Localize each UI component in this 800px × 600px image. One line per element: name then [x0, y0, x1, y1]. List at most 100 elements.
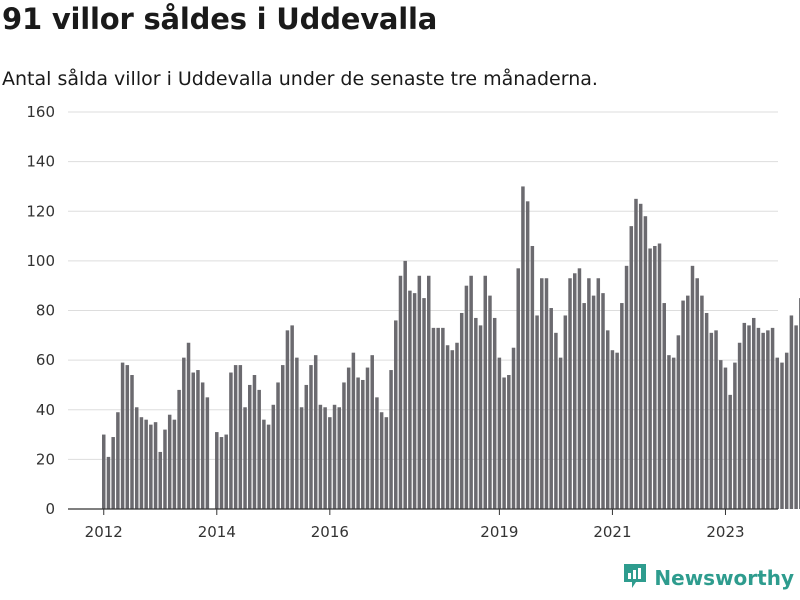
newsworthy-logo-icon	[622, 562, 648, 594]
bar	[342, 382, 346, 509]
bar	[516, 268, 520, 509]
bar	[775, 357, 780, 509]
bar	[271, 404, 276, 509]
bar	[563, 315, 568, 509]
bar	[370, 355, 374, 509]
bar	[266, 424, 271, 509]
bar	[186, 342, 191, 509]
bar	[384, 417, 389, 509]
bar	[125, 365, 130, 509]
bar	[120, 362, 125, 509]
bar	[643, 216, 648, 509]
bar	[403, 260, 407, 509]
y-tick-label: 40	[36, 401, 55, 419]
bar	[134, 407, 139, 509]
bar	[394, 320, 398, 509]
bar	[540, 278, 544, 509]
bar	[709, 332, 714, 509]
x-tick-label: 2016	[311, 523, 349, 541]
bar	[351, 352, 356, 509]
bar	[535, 315, 539, 509]
bar	[596, 278, 601, 509]
bar	[408, 290, 412, 509]
bar	[224, 434, 228, 509]
bar	[761, 332, 765, 509]
x-tick-label: 2021	[593, 523, 631, 541]
bar	[676, 335, 681, 509]
bar	[544, 278, 549, 509]
bar	[681, 300, 685, 509]
bar	[436, 327, 440, 509]
bar	[686, 295, 690, 509]
bar	[365, 367, 370, 509]
bar	[215, 432, 219, 509]
bar	[177, 389, 181, 509]
brand-name: Newsworthy	[654, 566, 794, 590]
y-tick-label: 20	[36, 450, 55, 468]
bar	[313, 355, 318, 509]
bar	[422, 298, 426, 509]
bar	[784, 352, 789, 509]
bar	[629, 226, 634, 509]
bar	[766, 330, 770, 509]
bar	[111, 437, 115, 509]
bar	[483, 275, 488, 509]
bar	[257, 389, 261, 509]
bar	[459, 312, 464, 509]
y-tick-label: 0	[45, 500, 55, 518]
bar	[153, 422, 158, 509]
bar	[323, 407, 327, 509]
bar	[549, 308, 553, 509]
bar	[139, 417, 144, 509]
bar	[610, 350, 615, 509]
bar	[356, 377, 360, 509]
bar	[290, 325, 294, 509]
bar	[389, 370, 393, 509]
bar	[398, 275, 403, 509]
bar	[511, 347, 516, 509]
bar	[474, 317, 478, 509]
bar	[615, 352, 619, 509]
bar	[657, 243, 662, 509]
bar	[587, 278, 591, 509]
bar	[568, 278, 572, 509]
bar	[733, 362, 737, 509]
bar	[756, 327, 761, 509]
bar	[346, 367, 351, 509]
bar	[299, 407, 304, 509]
bar	[163, 429, 167, 509]
bar	[577, 268, 582, 509]
chart-title: 91 villor såldes i Uddevalla	[2, 2, 438, 36]
bar	[742, 322, 747, 509]
bar	[149, 424, 153, 509]
bar	[497, 357, 502, 509]
bar	[502, 377, 506, 509]
bar	[167, 414, 172, 509]
bar	[728, 394, 732, 509]
bar	[280, 365, 285, 509]
bar	[690, 265, 695, 509]
bar	[332, 404, 337, 509]
bar	[196, 370, 200, 509]
bar	[648, 248, 652, 509]
bar	[492, 317, 497, 509]
bar	[671, 357, 676, 509]
bar	[379, 412, 384, 509]
bar	[794, 325, 798, 509]
bar	[780, 362, 784, 509]
labels: 0 20 40 60 80 100 120 140 160 2012 2014 2016 2019 202…	[26, 103, 744, 541]
bar	[158, 451, 163, 509]
bar	[375, 397, 379, 509]
bar	[309, 365, 313, 509]
brand: Newsworthy	[622, 562, 794, 594]
axes	[68, 508, 778, 515]
bar	[573, 273, 577, 509]
bars	[102, 186, 800, 510]
bar	[304, 384, 309, 509]
bar	[441, 327, 445, 509]
bar	[200, 382, 205, 509]
chart-subtitle: Antal sålda villor i Uddevalla under de …	[2, 68, 598, 90]
bar	[591, 295, 596, 509]
bar	[770, 327, 775, 509]
